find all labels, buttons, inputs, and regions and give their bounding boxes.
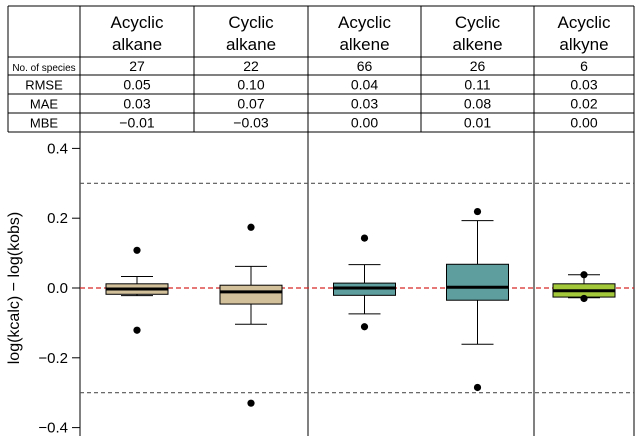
table-cell: 0.03: [351, 96, 378, 112]
column-header: alkane: [226, 35, 276, 54]
column-header: alkyne: [559, 35, 608, 54]
table-cell: 0.11: [464, 77, 490, 93]
outlier-point: [360, 234, 369, 242]
table-cell: 0.10: [237, 77, 264, 93]
table-cell: 0.01: [464, 115, 491, 131]
table-cell: 0.07: [237, 96, 264, 112]
stats-table: No. of species RMSE MAE MBE Acyclic alkane 27 0…: [7, 5, 635, 133]
row-label: MBE: [30, 116, 59, 131]
column-header: Acyclic: [338, 13, 391, 32]
row-label: RMSE: [25, 78, 63, 93]
outlier-point: [133, 246, 141, 254]
column-header: Acyclic: [558, 13, 611, 32]
column-header: alkane: [112, 35, 162, 54]
table-cell: 0.02: [570, 96, 597, 112]
table-cell: 0.00: [351, 115, 378, 131]
outlier-point: [580, 271, 588, 279]
column-header: Cyclic: [228, 13, 274, 32]
table-cell: 0.08: [464, 96, 491, 112]
table-cell: 0.05: [123, 77, 150, 93]
y-tick-label: 0.0: [47, 280, 68, 297]
box-plot: 0.4 0.2 0.0 −0.2 −0.4 log(kcalc) − log(kobs): [6, 132, 635, 436]
y-tick-label: 0.4: [47, 140, 68, 157]
table-cell: 0.03: [123, 96, 150, 112]
table-cell: −0.01: [119, 115, 155, 131]
box: [219, 284, 283, 305]
table-cell: 6: [580, 58, 588, 74]
table-cell: 0.04: [351, 77, 378, 93]
table-cell: −0.03: [233, 115, 269, 131]
outlier-point: [473, 207, 482, 216]
outlier-point: [360, 323, 369, 331]
column-header: alkene: [452, 35, 502, 54]
column-header: alkene: [339, 35, 389, 54]
outlier-point: [580, 294, 588, 303]
table-cell: 27: [129, 58, 145, 74]
outlier-point: [473, 383, 482, 392]
outlier-point: [133, 326, 141, 334]
box: [446, 263, 509, 301]
table-cell: 22: [243, 58, 259, 74]
table-cell: 26: [470, 58, 486, 74]
y-tick-label: 0.2: [47, 210, 68, 227]
table-cell: 0.03: [570, 77, 597, 93]
y-tick-label: −0.4: [38, 420, 68, 436]
y-axis-label: log(kcalc) − log(kobs): [6, 212, 23, 365]
row-label: No. of species: [12, 63, 75, 74]
column-header: Acyclic: [111, 13, 164, 32]
column-header: Cyclic: [455, 13, 501, 32]
outlier-point: [247, 223, 255, 231]
table-cell: 0.00: [570, 115, 597, 131]
table-cell: 66: [357, 58, 373, 74]
y-tick-label: −0.2: [38, 350, 68, 367]
row-label: MAE: [30, 97, 59, 112]
outlier-point: [247, 399, 255, 407]
